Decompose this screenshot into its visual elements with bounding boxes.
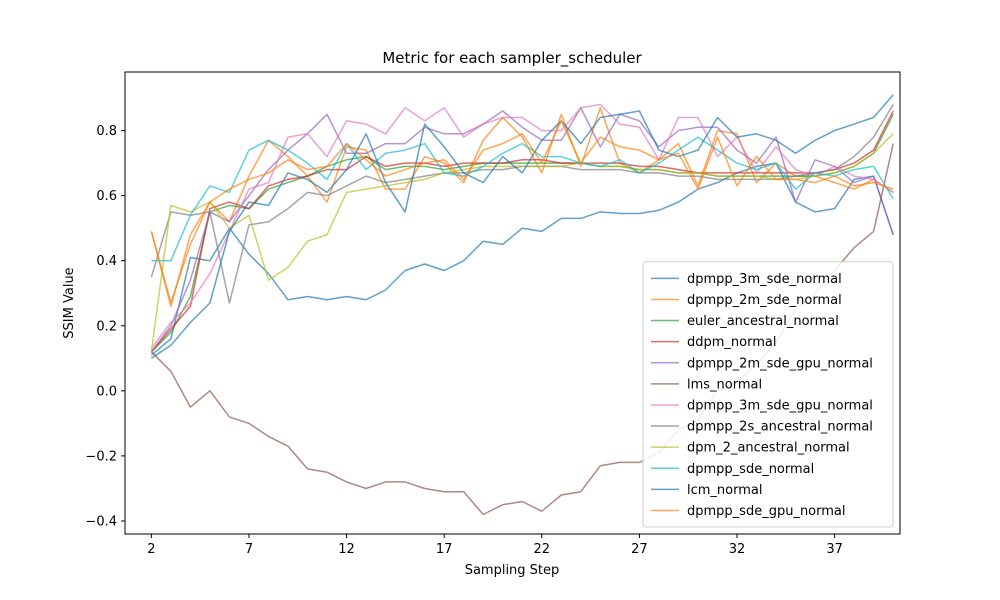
y-tick-label: −0.2 [85, 449, 117, 464]
axes-frame [124, 71, 901, 535]
series-line-dpmpp_sde_gpu_normal [150, 120, 894, 304]
legend-entry: ddpm_normal [687, 335, 776, 350]
legend-entry: dpm_2_ancestral_normal [687, 441, 850, 456]
series-line-dpmpp_2m_sde_normal [150, 107, 894, 308]
plot-area [150, 94, 894, 516]
series-line-dpmpp_3m_sde_gpu_normal [150, 103, 894, 349]
legend-entry: dpmpp_2s_ancestral_normal [687, 420, 873, 435]
legend: dpmpp_3m_sde_normal dpmpp_2m_sde_normaleu… [642, 261, 894, 528]
series-line-dpmpp_sde_normal [151, 136, 894, 262]
x-tick-label: 27 [631, 542, 648, 557]
x-tick-label: 2 [147, 542, 155, 557]
legend-entry: lms_normal [687, 377, 762, 392]
series-line-dpm_2_ancestral_normal [150, 133, 894, 352]
series-line-lcm_normal [150, 94, 894, 359]
series-line-euler_ancestral_normal [150, 113, 894, 353]
legend-entry: dpmpp_2m_sde_normal [687, 293, 842, 308]
y-tick-label: −0.4 [85, 514, 117, 529]
legend-box [642, 261, 894, 528]
legend-entry: dpmpp_sde_normal [687, 462, 814, 477]
x-axis-ticks: 2 7 12 17 22 27 32 37 [147, 534, 843, 557]
y-tick-label: 0.4 [96, 254, 117, 269]
legend-entry: dpmpp_3m_sde_gpu_normal [687, 398, 873, 413]
x-tick-label: 12 [338, 542, 355, 557]
x-axis-label: Sampling Step [465, 563, 560, 578]
y-axis-ticks: −0.4 −0.2 0.0 0.2 0.4 0.6 0.8 [85, 124, 125, 529]
legend-entry: dpmpp_2m_sde_gpu_normal [687, 356, 873, 371]
series-line-dpmpp_3m_sde_normal [150, 162, 894, 356]
legend-entry: dpmpp_sde_gpu_normal [687, 504, 846, 519]
x-tick-label: 7 [245, 542, 253, 557]
x-tick-label: 17 [436, 542, 453, 557]
x-tick-label: 32 [729, 542, 746, 557]
chart-title: Metric for each sampler_scheduler [382, 49, 642, 68]
x-tick-label: 37 [826, 542, 843, 557]
series-line-dpmpp_2m_sde_gpu_normal [150, 107, 894, 353]
x-tick-label: 22 [534, 542, 551, 557]
y-tick-label: 0.0 [96, 384, 117, 399]
y-tick-label: 0.2 [96, 319, 117, 334]
y-tick-label: 0.8 [96, 124, 117, 139]
y-axis-label: SSIM Value [62, 267, 77, 338]
legend-entry: dpmpp_3m_sde_normal [687, 272, 842, 287]
legend-entry: euler_ancestral_normal [687, 314, 839, 329]
legend-entry: lcm_normal [687, 483, 762, 498]
y-tick-label: 0.6 [96, 189, 117, 204]
